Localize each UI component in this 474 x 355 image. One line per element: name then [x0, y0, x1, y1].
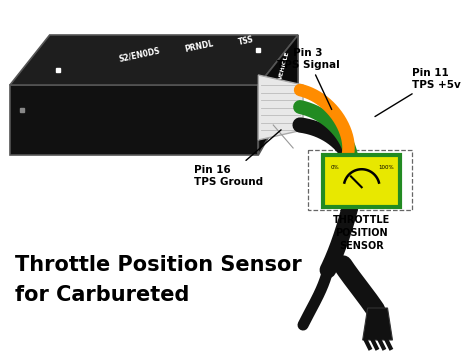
Text: 0%: 0%: [331, 165, 339, 170]
Text: 100%: 100%: [379, 165, 394, 170]
Polygon shape: [258, 35, 298, 155]
Text: for Carbureted: for Carbureted: [15, 285, 189, 305]
Text: TSS: TSS: [238, 35, 255, 47]
Polygon shape: [10, 85, 258, 155]
Text: Throttle Position Sensor: Throttle Position Sensor: [15, 255, 301, 275]
Polygon shape: [10, 35, 298, 85]
Text: Pin 11
TPS +5v: Pin 11 TPS +5v: [375, 68, 461, 116]
Polygon shape: [258, 75, 303, 140]
Text: S2/EN0DS: S2/EN0DS: [118, 46, 161, 64]
Polygon shape: [363, 308, 392, 340]
Text: THROTTLE
POSITION
SENSOR: THROTTLE POSITION SENSOR: [333, 215, 390, 251]
FancyBboxPatch shape: [323, 155, 401, 207]
Text: PRNDL: PRNDL: [183, 39, 214, 54]
Text: Pin 16
TPS Ground: Pin 16 TPS Ground: [194, 130, 281, 187]
Text: VEHICLE: VEHICLE: [278, 50, 291, 80]
Text: Pin 3
TPS Signal: Pin 3 TPS Signal: [277, 48, 339, 109]
